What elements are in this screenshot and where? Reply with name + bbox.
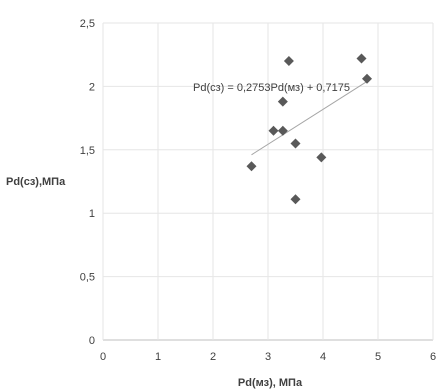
trendline	[251, 81, 368, 156]
trendline-equation: Pd(сз) = 0,2753Pd(мз) + 0,7175	[193, 82, 350, 94]
y-tick-labels: 0 0,5 1 1,5 2 2,5	[80, 18, 95, 347]
x-tick-label: 6	[430, 351, 436, 363]
data-point	[277, 125, 288, 136]
data-point	[290, 194, 301, 205]
data-point	[268, 125, 279, 136]
y-tick-label: 1	[89, 208, 95, 220]
x-tick-label: 0	[100, 351, 106, 363]
y-tick-label: 2,5	[80, 18, 95, 30]
y-tick-label: 2	[89, 81, 95, 93]
x-tick-label: 3	[265, 351, 271, 363]
data-point	[290, 138, 301, 149]
y-tick-label: 0	[89, 335, 95, 347]
data-point	[277, 96, 288, 107]
trendline-group	[251, 81, 368, 156]
y-tick-label: 0,5	[80, 272, 95, 284]
data-point	[362, 73, 372, 84]
x-tick-label: 2	[210, 351, 216, 363]
x-tick-label: 5	[375, 351, 381, 363]
data-point	[316, 152, 327, 163]
gridlines	[102, 22, 434, 341]
data-point	[246, 161, 257, 172]
x-tick-label: 1	[155, 351, 161, 363]
y-tick-label: 1,5	[80, 145, 95, 157]
x-axis-title: Pd(мз), МПа	[238, 377, 303, 389]
x-tick-labels: 0 1 2 3 4 5 6	[100, 351, 436, 363]
data-point	[356, 53, 367, 64]
data-points	[246, 53, 372, 205]
x-tick-label: 4	[320, 351, 326, 363]
data-point	[283, 56, 294, 67]
y-axis-title: Pd(сз),МПа	[6, 176, 66, 188]
